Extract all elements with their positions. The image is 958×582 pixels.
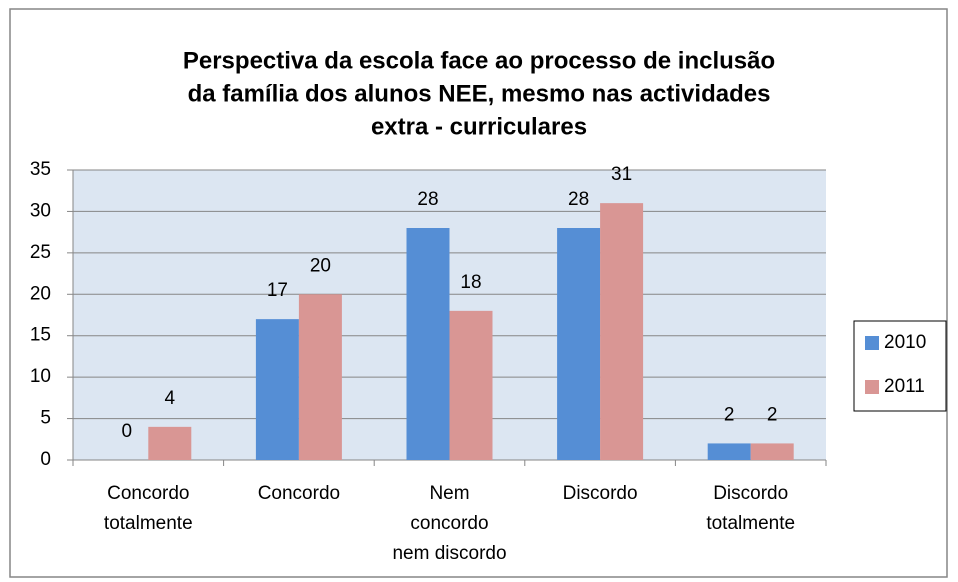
chart-title: extra - curriculares	[371, 113, 587, 140]
bar	[148, 426, 192, 460]
value-label: 2	[724, 404, 735, 425]
y-tick-label: 10	[30, 366, 51, 387]
y-tick-label: 20	[30, 283, 51, 304]
x-tick-label: nem discordo	[392, 543, 506, 564]
value-label: 20	[310, 255, 331, 276]
y-tick-label: 30	[30, 200, 51, 221]
value-label: 4	[165, 388, 176, 409]
bar	[557, 228, 601, 460]
x-tick-label: Concordo	[258, 483, 340, 504]
bar	[298, 294, 342, 460]
x-tick-label: Discordo	[713, 483, 788, 504]
value-label: 28	[417, 189, 438, 210]
value-label: 17	[267, 280, 288, 301]
y-tick-label: 35	[30, 159, 51, 180]
legend-box	[853, 320, 947, 412]
x-tick-label: Nem	[429, 483, 469, 504]
value-label: 18	[460, 272, 481, 293]
y-tick-label: 5	[40, 408, 51, 429]
legend-label: 2011	[884, 376, 925, 397]
y-tick-label: 0	[40, 449, 51, 470]
x-tick-label: Concordo	[107, 483, 189, 504]
value-label: 2	[767, 404, 778, 425]
value-label: 0	[122, 421, 133, 442]
value-label: 28	[568, 189, 589, 210]
bar	[600, 203, 644, 460]
x-tick-label: concordo	[410, 513, 488, 534]
bar	[406, 228, 450, 460]
x-tick-label: totalmente	[104, 513, 193, 534]
y-tick-label: 25	[30, 242, 51, 263]
legend-swatch	[865, 336, 879, 350]
bar	[707, 443, 751, 460]
legend-swatch	[865, 380, 879, 394]
x-tick-label: totalmente	[706, 513, 795, 534]
chart-title: da família dos alunos NEE, mesmo nas act…	[188, 80, 771, 107]
legend-label: 2010	[884, 332, 926, 353]
bar	[750, 443, 794, 460]
bar	[255, 319, 299, 460]
value-label: 31	[611, 164, 632, 185]
chart-title: Perspectiva da escola face ao processo d…	[183, 47, 775, 74]
x-tick-label: Discordo	[563, 483, 638, 504]
y-tick-label: 15	[30, 325, 51, 346]
bar	[449, 310, 493, 460]
